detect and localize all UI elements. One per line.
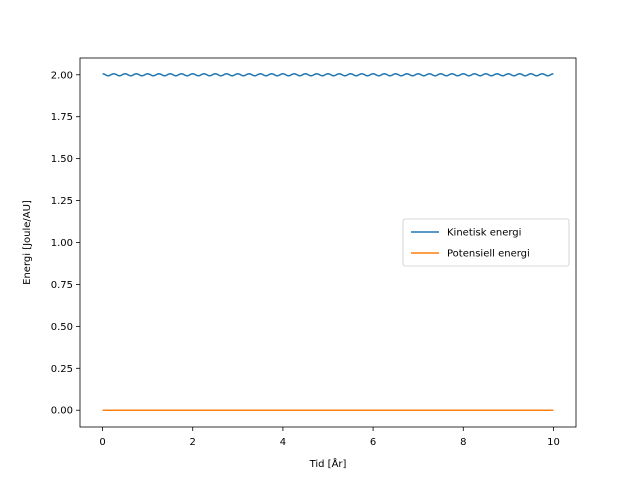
x-tick-label: 2 <box>190 437 196 448</box>
y-tick-label: 0.00 <box>51 406 73 417</box>
y-tick-label: 0.50 <box>51 322 73 333</box>
plot-frame <box>79 57 577 428</box>
y-tick-label: 0.75 <box>51 280 73 291</box>
legend-box <box>402 218 570 267</box>
y-tick-label: 1.25 <box>51 196 73 207</box>
y-axis-label: Energi [Joule/AU] <box>22 200 33 285</box>
legend-entry-label: Potensiell energi <box>447 249 530 260</box>
legend-entry-label: Kinetisk energi <box>447 228 521 239</box>
x-tick-label: 10 <box>547 437 560 448</box>
series-line-kinetic-energy <box>102 73 554 77</box>
x-tick-label: 4 <box>280 437 286 448</box>
x-tick-label: 8 <box>460 437 466 448</box>
y-tick-label: 1.00 <box>51 238 73 249</box>
x-axis-label: Tid [År] <box>309 457 347 470</box>
x-axis: 0 2 4 6 8 10 <box>99 427 560 448</box>
plot-area <box>102 73 554 411</box>
x-tick-label: 6 <box>370 437 376 448</box>
x-tick-label: 0 <box>99 437 105 448</box>
y-tick-label: 2.00 <box>51 70 73 81</box>
legend: Kinetisk energi Potensiell energi <box>402 218 570 267</box>
y-tick-label: 1.50 <box>51 154 73 165</box>
y-tick-label: 1.75 <box>51 112 73 123</box>
y-tick-label: 0.25 <box>51 364 73 375</box>
y-axis: 0.00 0.25 0.50 0.75 1.00 1.25 1.50 1.75 2.00 <box>51 70 80 417</box>
